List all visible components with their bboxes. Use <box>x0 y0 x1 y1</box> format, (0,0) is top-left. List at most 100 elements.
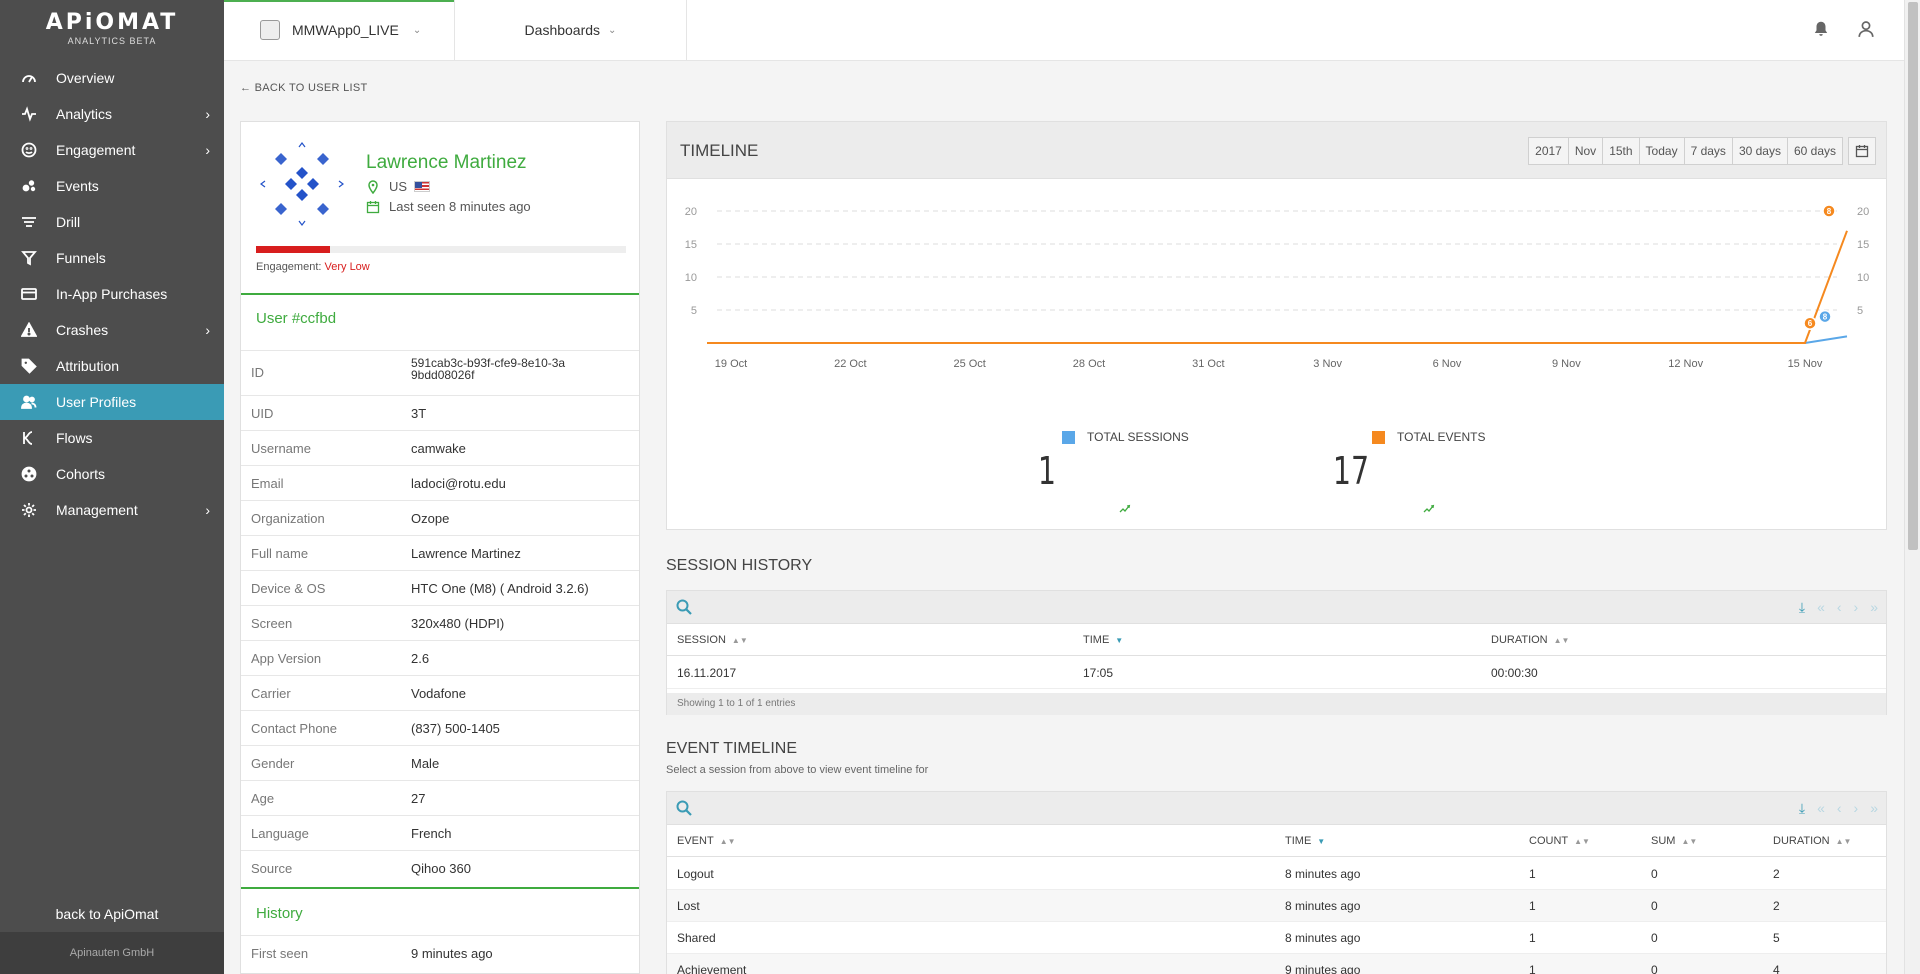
range-button-2017[interactable]: 2017 <box>1529 138 1569 164</box>
attribute-value: Qihoo 360 <box>411 861 471 876</box>
sidebar-item-events[interactable]: Events <box>0 168 224 204</box>
scrollbar-thumb[interactable] <box>1908 2 1918 550</box>
range-button-7-days[interactable]: 7 days <box>1685 138 1733 164</box>
table-cell: 8 minutes ago <box>1285 866 1361 881</box>
column-header-label: EVENT <box>677 834 714 847</box>
search-icon[interactable] <box>675 799 693 817</box>
table-row[interactable]: 16.11.2017 17:05 00:00:30 <box>667 657 1886 689</box>
column-header-time[interactable]: TIME ▼ <box>1083 634 1123 646</box>
section-divider <box>241 887 639 889</box>
session-history-table: ⤓ « ‹ › » SESSION ▲▼ TIME ▼ DURATION ▲▼ 16.11… <box>666 590 1887 715</box>
logo: APiOMAT ANALYTICS BETA <box>0 0 224 60</box>
x-tick-label: 15 Nov <box>1788 358 1823 370</box>
series-marker <box>1822 204 1836 218</box>
sidebar-item-overview[interactable]: Overview <box>0 60 224 96</box>
topbar: MMWApp0_LIVE ⌄ Dashboards ⌄ <box>224 0 1920 61</box>
sidebar-item-crashes[interactable]: Crashes › <box>0 312 224 348</box>
range-button-nov[interactable]: Nov <box>1569 138 1604 164</box>
attribute-key: ID <box>251 365 264 380</box>
table-cell: 2 <box>1773 898 1780 913</box>
download-icon[interactable]: ⤓ <box>1798 800 1806 816</box>
table-cell: 1 <box>1529 866 1536 881</box>
last-page-icon[interactable]: » <box>1870 599 1878 615</box>
attribute-key: Full name <box>251 546 309 561</box>
prev-page-icon[interactable]: ‹ <box>1836 800 1842 816</box>
user-icon[interactable] <box>1857 20 1875 38</box>
event-table-header: EVENT ▲▼ TIME ▼ COUNT ▲▼ SUM ▲▼ DURATION ▲▼ <box>667 825 1886 857</box>
sidebar-item-flows[interactable]: Flows <box>0 420 224 456</box>
table-cell: 1 <box>1529 962 1536 974</box>
range-button-60-days[interactable]: 60 days <box>1793 144 1836 158</box>
attribute-key: Contact Phone <box>251 721 338 736</box>
first-page-icon[interactable]: « <box>1817 800 1825 816</box>
back-to-apiomat-link[interactable]: back to ApiOmat <box>55 906 159 922</box>
dashboards-selector[interactable]: Dashboards ⌄ <box>455 0 687 60</box>
gear-icon <box>20 501 38 519</box>
table-cell: 5 <box>1773 930 1780 945</box>
sidebar-item-label: Engagement <box>56 142 136 158</box>
next-page-icon[interactable]: › <box>1853 599 1859 615</box>
sort-icon: ▲▼ <box>1681 836 1698 846</box>
column-header-sum[interactable]: SUM ▲▼ <box>1651 835 1697 847</box>
column-header-duration[interactable]: DURATION ▲▼ <box>1491 634 1569 646</box>
table-row[interactable]: Lost 8 minutes ago 1 0 2 <box>667 890 1886 922</box>
sidebar-item-label: Management <box>56 502 138 518</box>
attribute-row: Language French <box>241 815 639 850</box>
sidebar-item-management[interactable]: Management › <box>0 492 224 528</box>
sidebar-item-cohorts[interactable]: Cohorts <box>0 456 224 492</box>
range-button-15th[interactable]: 15th <box>1603 138 1640 164</box>
timeline-chart: 5 5 10 10 15 15 20 20 19 Oct 22 Oct 25 Oct 28 Oct 31… <box>685 204 1869 370</box>
column-header-duration[interactable]: DURATION ▲▼ <box>1773 835 1851 847</box>
sidebar-item-label: Overview <box>56 70 115 86</box>
table-row[interactable]: Logout 8 minutes ago 1 0 2 <box>667 858 1886 890</box>
session-table-footer: Showing 1 to 1 of 1 entries <box>667 693 1886 715</box>
sidebar-item-user-profiles[interactable]: User Profiles <box>0 384 224 420</box>
attribute-value: Vodafone <box>411 686 466 701</box>
column-header-session[interactable]: SESSION ▲▼ <box>677 634 748 646</box>
column-header-time[interactable]: TIME ▼ <box>1285 835 1325 847</box>
download-icon[interactable]: ⤓ <box>1798 599 1806 615</box>
back-to-user-list-link[interactable]: ← BACK TO USER LIST <box>240 82 368 94</box>
attribute-row: Source Qihoo 360 <box>241 850 639 885</box>
last-page-icon[interactable]: » <box>1870 800 1878 816</box>
engagement-row: Engagement: Very Low <box>256 261 370 273</box>
sidebar-item-engagement[interactable]: Engagement › <box>0 132 224 168</box>
range-button-today[interactable]: Today <box>1640 138 1685 164</box>
sidebar-item-funnels[interactable]: Funnels <box>0 240 224 276</box>
sort-icon: ▲▼ <box>1574 836 1590 846</box>
search-icon[interactable] <box>675 598 693 616</box>
sidebar-item-attribution[interactable]: Attribution <box>0 348 224 384</box>
total-sessions-value: 1 <box>1037 449 1057 493</box>
pulse-icon <box>20 105 38 123</box>
sort-icon: ▲▼ <box>1553 635 1570 645</box>
table-cell: 2 <box>1773 866 1780 881</box>
date-picker-button[interactable] <box>1848 137 1876 165</box>
column-header-count[interactable]: COUNT ▲▼ <box>1529 835 1590 847</box>
user-last-seen: Last seen 8 minutes ago <box>366 199 531 214</box>
trend-up-icon <box>1119 504 1131 513</box>
sidebar-item-analytics[interactable]: Analytics › <box>0 96 224 132</box>
attribute-row: Screen 320x480 (HDPI) <box>241 605 639 640</box>
app-selector[interactable]: MMWApp0_LIVE ⌄ <box>224 0 455 60</box>
sidebar-item-in-app-purchases[interactable]: In-App Purchases <box>0 276 224 312</box>
column-header-event[interactable]: EVENT ▲▼ <box>677 835 736 847</box>
first-page-icon[interactable]: « <box>1817 599 1825 615</box>
y-tick-label-left: 10 <box>685 272 697 284</box>
table-row[interactable]: Shared 8 minutes ago 1 0 5 <box>667 922 1886 954</box>
table-cell: 16.11.2017 <box>677 665 737 680</box>
sidebar-item-label: Drill <box>56 214 81 230</box>
range-button-30-days[interactable]: 30 days <box>1733 138 1788 164</box>
column-header-label: TIME <box>1083 633 1110 646</box>
y-tick-label-left: 5 <box>691 305 697 317</box>
x-tick-label: 3 Nov <box>1313 358 1342 370</box>
next-page-icon[interactable]: › <box>1853 800 1859 816</box>
bell-icon[interactable] <box>1812 20 1830 38</box>
chevron-right-icon: › <box>205 322 210 338</box>
attribute-value: 27 <box>411 791 426 806</box>
scrollbar[interactable] <box>1904 0 1920 974</box>
prev-page-icon[interactable]: ‹ <box>1836 599 1842 615</box>
table-cell: 00:00:30 <box>1491 665 1538 680</box>
engagement-label: Engagement: <box>256 261 322 273</box>
table-row[interactable]: Achievement 9 minutes ago 1 0 4 <box>667 954 1886 974</box>
sidebar-item-drill[interactable]: Drill <box>0 204 224 240</box>
